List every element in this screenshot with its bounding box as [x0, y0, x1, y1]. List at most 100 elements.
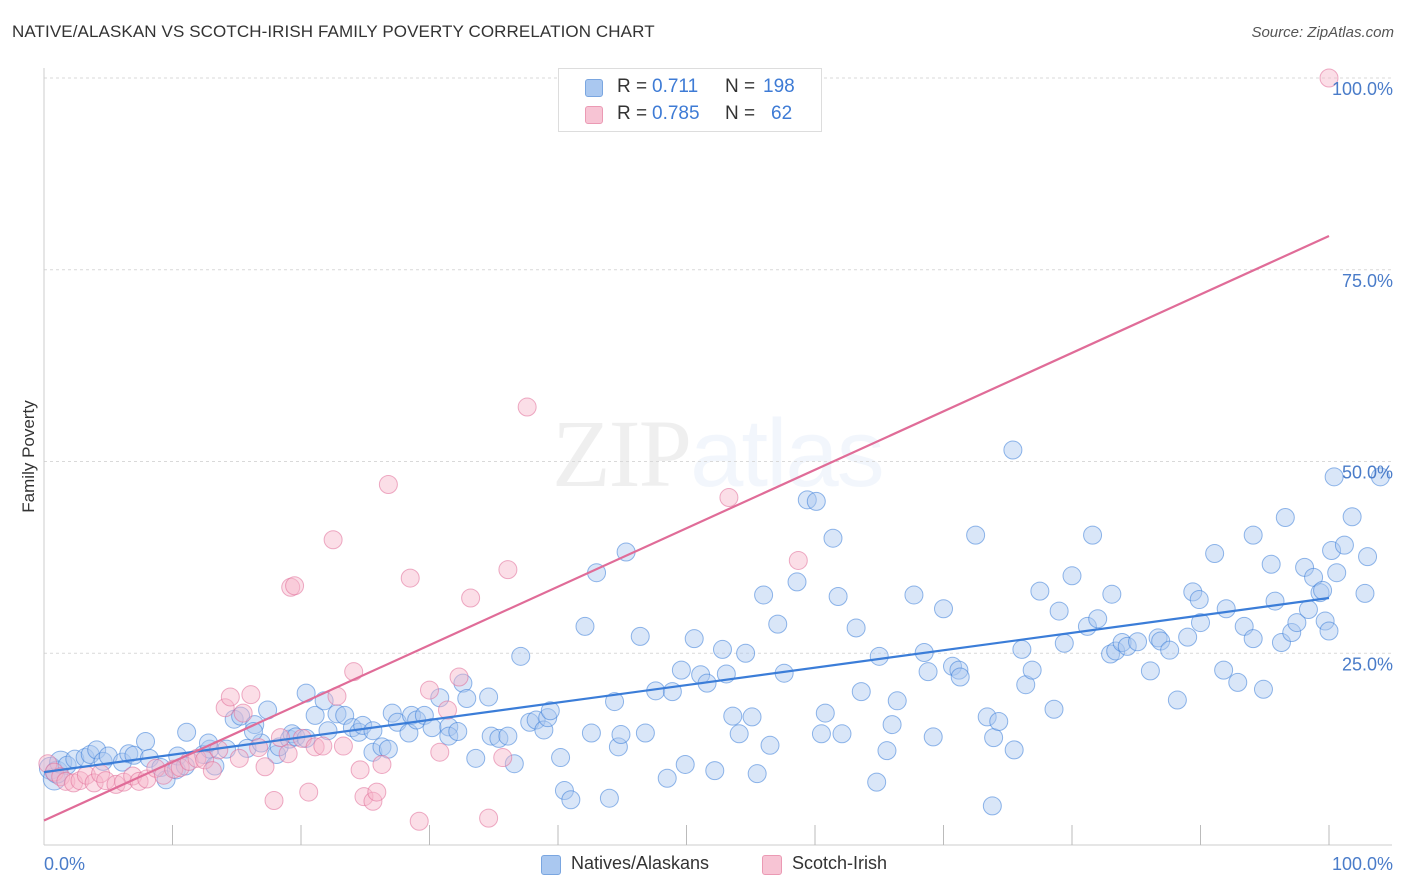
- scotch-irish-point: [278, 744, 298, 764]
- natives-alaskans-point: [806, 491, 826, 511]
- natives-alaskans-point: [382, 703, 402, 723]
- natives-alaskans-point: [1313, 580, 1333, 600]
- natives-alaskans-point: [887, 691, 907, 711]
- natives-alaskans-point: [498, 726, 518, 746]
- natives-alaskans-point: [851, 682, 871, 702]
- natives-alaskans-point: [846, 618, 866, 638]
- scotch-irish-point: [378, 475, 398, 495]
- scotch-irish-point: [255, 757, 275, 777]
- natives-alaskans-point: [1004, 740, 1024, 760]
- natives-alaskans-point: [599, 788, 619, 808]
- natives-alaskans-point: [832, 724, 852, 744]
- natives-alaskans-point: [635, 723, 655, 743]
- scotch-irish-point: [202, 761, 222, 781]
- natives-alaskans-point: [984, 728, 1004, 748]
- natives-alaskans-point: [136, 731, 156, 751]
- scotch-irish-point: [344, 662, 364, 682]
- natives-alaskans-point: [1003, 440, 1023, 460]
- natives-alaskans-point: [1012, 639, 1032, 659]
- natives-alaskans-point: [918, 662, 938, 682]
- natives-alaskans-point: [1101, 644, 1121, 664]
- legend-row-natives: R = 0.711 N = 198: [559, 75, 821, 101]
- natives-alaskans-point: [671, 660, 691, 680]
- bottom-legend-label: Natives/Alaskans: [571, 853, 710, 873]
- natives-alaskans-point: [705, 761, 725, 781]
- natives-alaskans-point: [815, 703, 835, 723]
- natives-alaskans-point: [1275, 507, 1295, 527]
- watermark-zip: ZIP: [552, 400, 692, 507]
- natives-alaskans-point: [712, 639, 732, 659]
- scotch-irish-point: [449, 667, 469, 687]
- natives-alaskans-point: [1117, 636, 1137, 656]
- scotch-irish-point: [498, 560, 518, 580]
- natives-alaskans-point: [1322, 540, 1342, 560]
- scotch-irish-point: [215, 698, 235, 718]
- natives-alaskans-point: [977, 707, 997, 727]
- y-tick-label: 50.0%: [1342, 463, 1393, 483]
- legend-r-value: 0.785: [652, 103, 700, 124]
- natives-alaskans-point: [1167, 690, 1187, 710]
- natives-alaskans-point: [481, 726, 501, 746]
- natives-alaskans-point: [98, 746, 118, 766]
- tick-labels: 25.0% 50.0% 75.0% 100.0% 0.0% 100.0% Family Po…: [19, 79, 1393, 874]
- natives-alaskans-point: [1243, 629, 1263, 649]
- natives-alaskans-point: [989, 712, 1009, 732]
- natives-alaskans-point: [608, 737, 628, 757]
- natives-alaskans-point: [867, 772, 887, 792]
- natives-alaskans-point: [949, 660, 969, 680]
- natives-alaskans-point: [1183, 582, 1203, 602]
- natives-alaskans-point: [504, 754, 524, 774]
- scotch-irish-point: [493, 748, 513, 768]
- scotch-irish-point: [479, 808, 499, 828]
- natives-alaskans-point: [787, 572, 807, 592]
- natives-alaskans-point: [1054, 633, 1074, 653]
- scotch-irish-point: [354, 787, 374, 807]
- scotch-irish-point: [285, 576, 305, 596]
- natives-alaskans-point: [93, 751, 113, 771]
- natives-alaskans-point: [1191, 613, 1210, 633]
- natives-alaskans-point: [1287, 613, 1307, 633]
- natives-alaskans-point: [526, 710, 546, 730]
- correlation-legend: R = 0.711 N = 198 R = 0.785 N = 62: [558, 68, 822, 132]
- natives-alaskans-point: [1216, 599, 1236, 619]
- scotch-irish-point: [372, 754, 392, 774]
- scotch-irish-point: [1319, 68, 1339, 88]
- natives-alaskans-point: [177, 722, 197, 742]
- natives-alaskans-point: [363, 721, 383, 741]
- natives-alaskans-point: [457, 689, 477, 709]
- natives-alaskans-point: [1253, 679, 1273, 699]
- natives-alaskans-point: [684, 629, 704, 649]
- natives-alaskans-point: [823, 528, 843, 548]
- natives-alaskans-point: [982, 796, 1002, 816]
- natives-alaskans-point: [723, 706, 743, 726]
- scotch-irish-point: [430, 742, 450, 762]
- scotch-irish-point: [719, 488, 739, 508]
- natives-alaskans-point: [1334, 535, 1354, 555]
- legend-r-label: R =: [617, 103, 648, 124]
- natives-alaskans-point: [551, 748, 571, 768]
- y-tick-label: 75.0%: [1342, 271, 1393, 291]
- y-tick-label: 100.0%: [1332, 79, 1393, 99]
- natives-alaskans-point: [1265, 591, 1285, 611]
- scotch-irish-point: [313, 736, 333, 756]
- legend-r-value: 0.711: [652, 76, 699, 97]
- natives-alaskans-point: [904, 585, 924, 605]
- natives-alaskans-point: [561, 790, 581, 810]
- natives-alaskans-point: [1030, 581, 1050, 601]
- natives-alaskans-point: [466, 748, 486, 768]
- natives-alaskans-point: [1228, 672, 1248, 692]
- natives-alaskans-point: [605, 692, 625, 712]
- natives-alaskans-point: [1083, 525, 1103, 545]
- natives-alaskans-point: [1205, 544, 1225, 564]
- scotch-irish-point: [517, 397, 537, 417]
- natives-alaskans-point: [950, 667, 970, 687]
- natives-alaskans-point: [1049, 601, 1069, 621]
- legend-n-label: N =: [725, 103, 756, 124]
- natives-alaskans-point: [1088, 609, 1108, 629]
- natives-alaskans-point: [657, 768, 677, 788]
- natives-alaskans-point: [581, 723, 601, 743]
- legend-n-value: 62: [771, 103, 793, 124]
- source-label: Source: ZipAtlas.com: [1251, 24, 1394, 41]
- natives-alaskans-point: [675, 754, 695, 774]
- natives-alaskans-point: [231, 706, 251, 726]
